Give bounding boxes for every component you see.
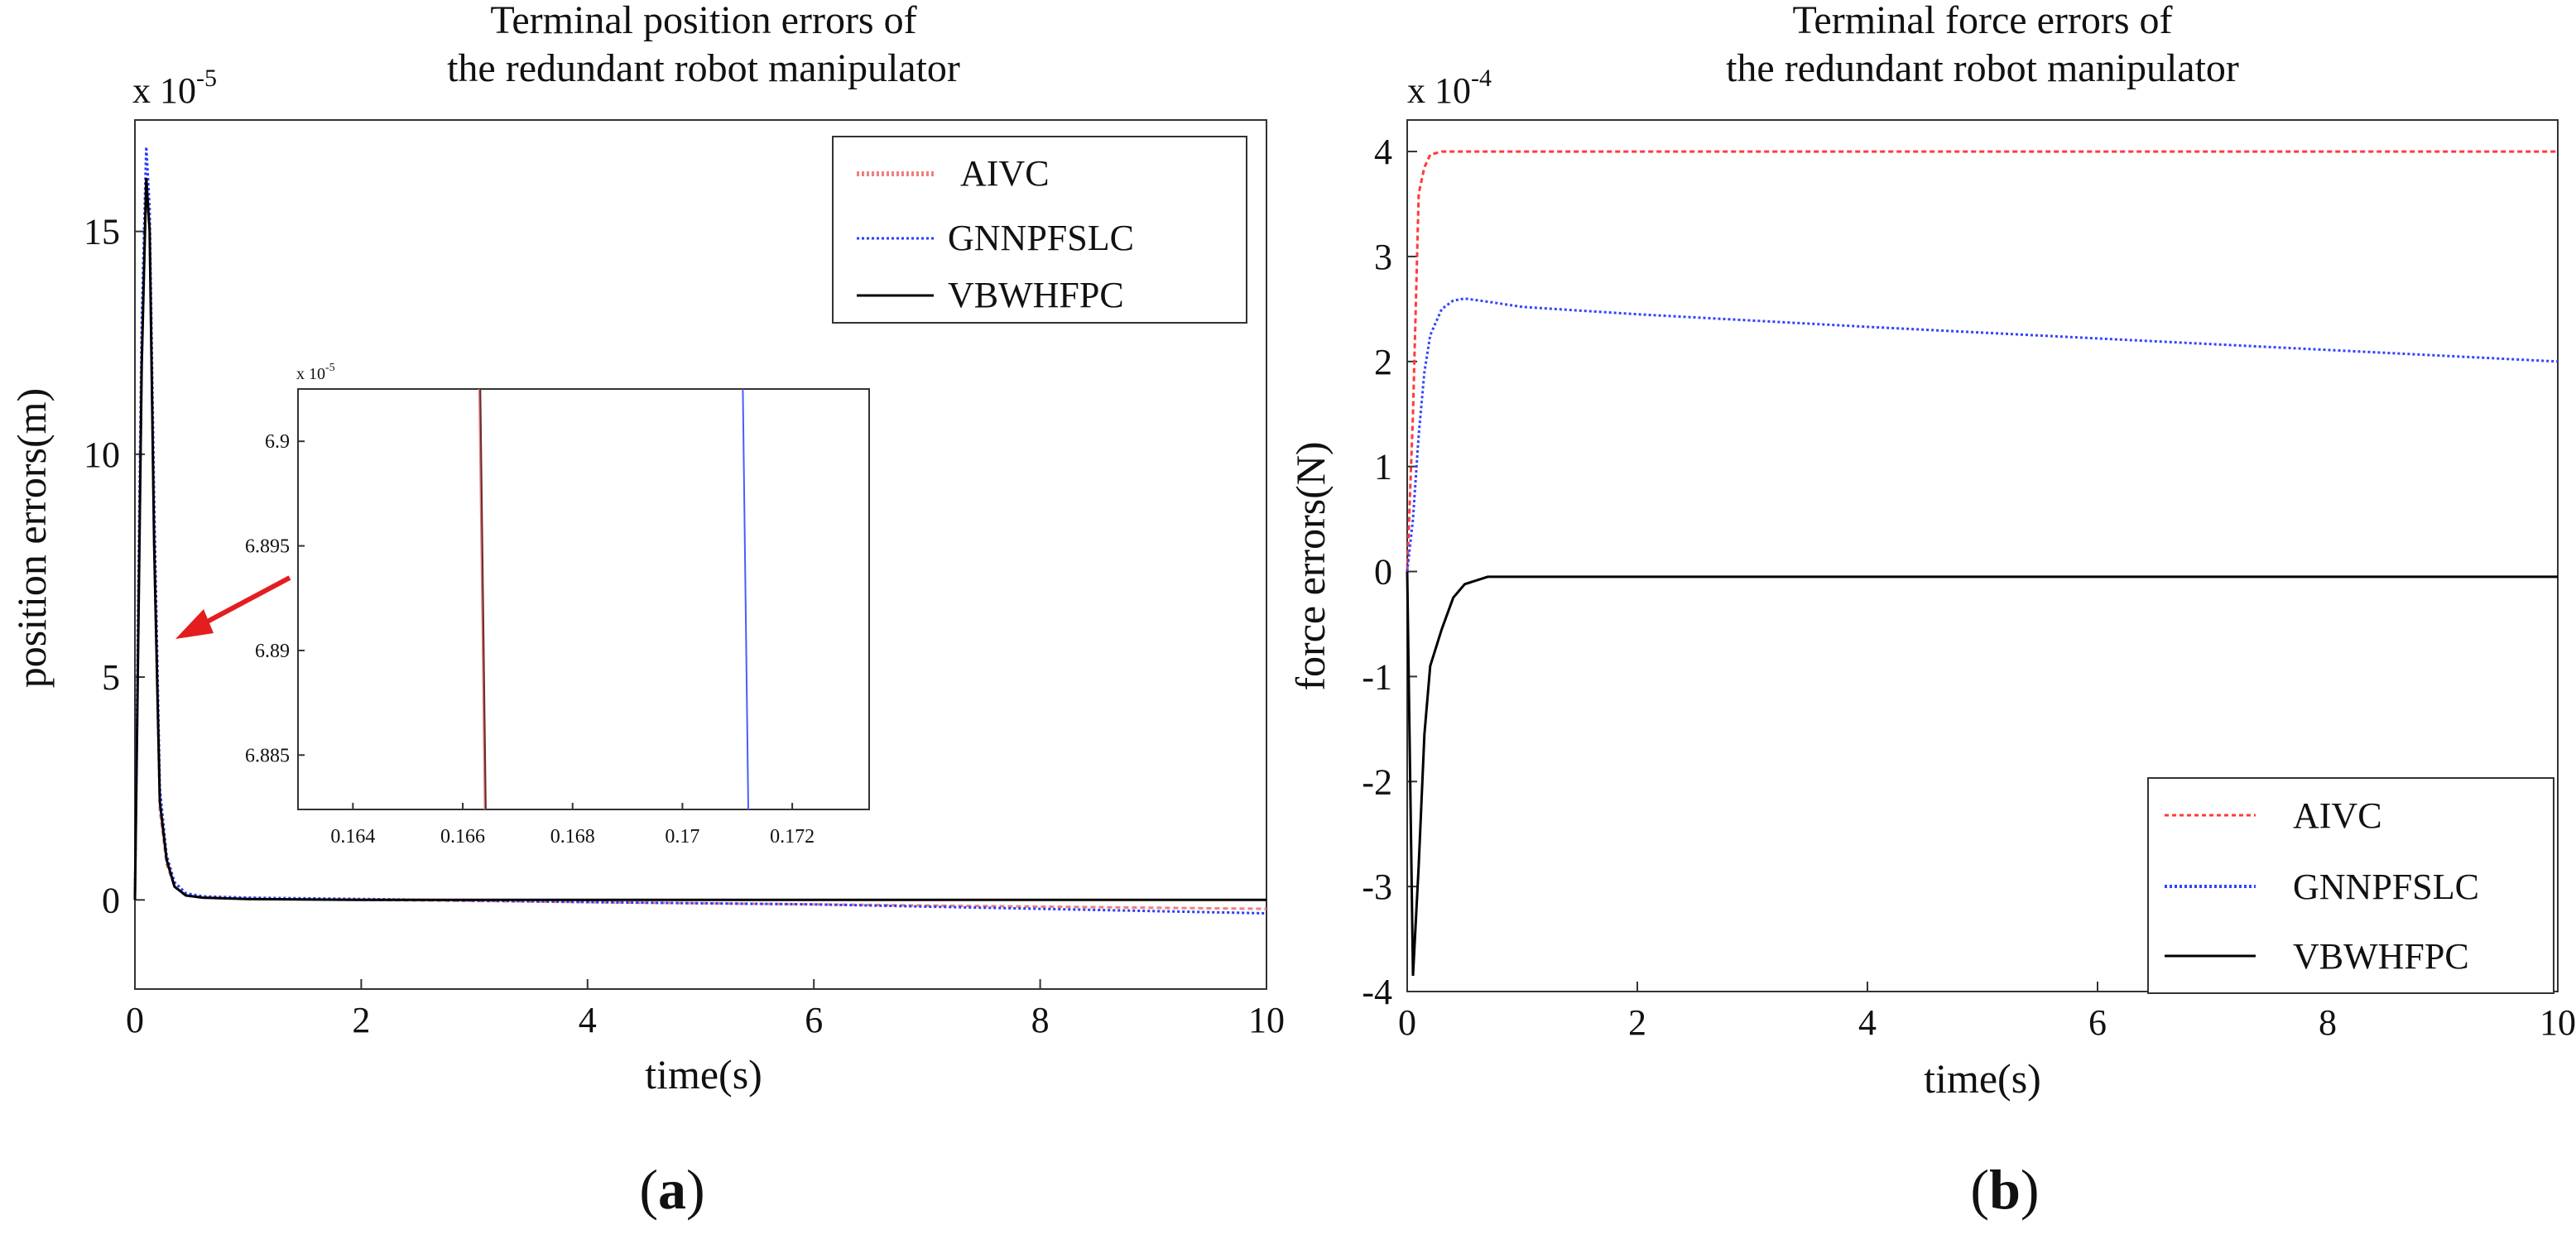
inset-series-aivc (478, 388, 486, 810)
inset-plot-frame (297, 388, 870, 810)
inset-series-vbwhfpc (479, 388, 487, 810)
panel-b-x-tick-label: 8 (2319, 1002, 2337, 1043)
panel-b-y-tick-label: 4 (1374, 132, 1392, 172)
panel-b-series-gnnpfslc (1406, 297, 2559, 572)
legend-label-aivc: AIVC (2293, 795, 2382, 836)
panel-a-title-line-2: the redundant robot manipulator (447, 46, 960, 90)
inset-x-tick-label: 0.172 (770, 826, 815, 848)
panel-b-x-label: time(s) (1924, 1055, 2041, 1102)
caption-a: (a) (639, 1158, 704, 1221)
panel-b-axes: 0 2 4 6 8 10 -4 -3 -2 -1 0 1 2 3 4 (1362, 119, 2576, 1043)
panel-b-x-tick-label: 4 (1858, 1002, 1877, 1043)
panel-b-y-label: force errors(N) (1287, 441, 1334, 690)
legend-label-gnnpfslc: GNNPFSLC (948, 218, 1134, 258)
caption-b: (b) (1970, 1158, 2039, 1221)
legend-label-vbwhfpc: VBWHFPC (948, 275, 1124, 315)
panel-b-series-aivc (1406, 150, 2558, 572)
panel-a-y-exponent-prefix: x 10 (132, 70, 196, 111)
inset-pointer-arrow (175, 575, 291, 639)
panel-b: Terminal force errors of the redundant r… (1287, 0, 2576, 1221)
inset-x-tick-label: 0.164 (330, 826, 375, 848)
panel-a-x-tick-label: 0 (126, 1000, 144, 1040)
panel-b-y-tick-label: -1 (1362, 656, 1392, 697)
legend-item-aivc: AIVC (857, 153, 1050, 194)
panel-a-x-tick-label: 2 (352, 1000, 370, 1040)
panel-b-x-tick-label: 0 (1398, 1002, 1416, 1043)
inset-y-tick-label: 6.9 (265, 431, 290, 453)
panel-a-x-label: time(s) (645, 1051, 762, 1097)
inset-x-tick-label: 0.166 (440, 826, 485, 848)
legend-item-aivc: AIVC (2165, 795, 2382, 836)
inset-y-exponent: x 10-5 (296, 362, 335, 383)
legend-label-gnnpfslc: GNNPFSLC (2293, 867, 2479, 907)
inset-x-tick-label: 0.17 (665, 826, 699, 848)
panel-a-title-line-1: Terminal position errors of (490, 0, 916, 42)
legend-item-gnnpfslc: GNNPFSLC (2165, 867, 2479, 907)
panel-a-y-exponent: x 10-5 (132, 65, 217, 111)
inset-axes: 0.164 0.166 0.168 0.17 0.172 6.885 6.89 6.895 6.… (245, 388, 870, 848)
panel-a-axes: 0 2 4 6 8 10 0 5 10 15 (84, 119, 1285, 1040)
inset-x-tick-label: 0.168 (550, 826, 595, 848)
panel-a-series-vbwhfpc (133, 177, 1266, 901)
panel-b-plot-frame (1406, 119, 2559, 992)
inset-y-tick-label: 6.89 (255, 641, 290, 662)
panel-a-x-tick-label: 6 (805, 1000, 823, 1040)
panel-a: Terminal position errors of the redundan… (8, 0, 1285, 1221)
panel-b-y-tick-label: 1 (1374, 447, 1392, 487)
panel-a-x-tick-label: 8 (1031, 1000, 1050, 1040)
legend-item-vbwhfpc: VBWHFPC (857, 275, 1124, 315)
legend-item-vbwhfpc: VBWHFPC (2165, 936, 2469, 977)
panel-a-x-tick-label: 4 (579, 1000, 597, 1040)
panel-b-y-tick-label: 2 (1374, 342, 1392, 382)
inset-frame (297, 388, 870, 810)
legend-label-aivc: AIVC (960, 153, 1050, 194)
panel-b-legend: AIVC GNNPFSLC VBWHFPC (2147, 777, 2554, 994)
panel-b-x-tick-label: 2 (1628, 1002, 1646, 1043)
panel-b-title-line-1: Terminal force errors of (1792, 0, 2172, 42)
panel-a-y-exponent-power: -5 (196, 65, 217, 92)
panel-a-y-tick-label: 10 (84, 435, 120, 475)
legend-item-gnnpfslc: GNNPFSLC (857, 218, 1134, 258)
inset-y-exponent-power: -5 (325, 362, 335, 374)
legend-label-vbwhfpc: VBWHFPC (2293, 936, 2469, 977)
panel-b-y-tick-label: 0 (1374, 552, 1392, 593)
panel-b-x-tick-label: 6 (2088, 1002, 2107, 1043)
inset-series-gnnpfslc (742, 388, 749, 810)
panel-a-y-tick-label: 5 (102, 657, 120, 698)
panel-b-y-tick-label: -4 (1362, 972, 1392, 1012)
caption-a-letter: a (658, 1158, 686, 1221)
panel-b-y-exponent-power: -4 (1471, 65, 1492, 92)
panel-a-y-tick-label: 15 (84, 212, 120, 252)
panel-a-inset: x 10-5 0.164 0.166 0.168 0.17 0.172 6.885 6.89… (245, 362, 870, 848)
panel-b-series-vbwhfpc (1406, 571, 2558, 977)
panel-a-plot-frame (134, 119, 1267, 990)
panel-b-y-tick-label: -3 (1362, 867, 1392, 907)
panel-b-x-tick-label: 10 (2540, 1002, 2576, 1043)
panel-b-y-tick-label: 3 (1374, 237, 1392, 277)
caption-b-letter: b (1989, 1158, 2021, 1221)
panel-b-y-exponent: x 10-4 (1407, 65, 1492, 111)
panel-b-title-line-2: the redundant robot manipulator (1726, 46, 2239, 90)
panel-b-y-exponent-prefix: x 10 (1407, 70, 1471, 111)
inset-y-exponent-prefix: x 10 (296, 365, 325, 383)
panel-b-y-tick-label: -2 (1362, 761, 1392, 802)
panel-a-x-tick-label: 10 (1248, 1000, 1285, 1040)
panel-a-legend: AIVC GNNPFSLC VBWHFPC (832, 136, 1247, 324)
panel-a-y-tick-label: 0 (102, 880, 120, 920)
panel-a-y-label: position errors(m) (8, 388, 55, 688)
inset-y-tick-label: 6.885 (245, 745, 290, 766)
inset-y-tick-label: 6.895 (245, 536, 290, 558)
